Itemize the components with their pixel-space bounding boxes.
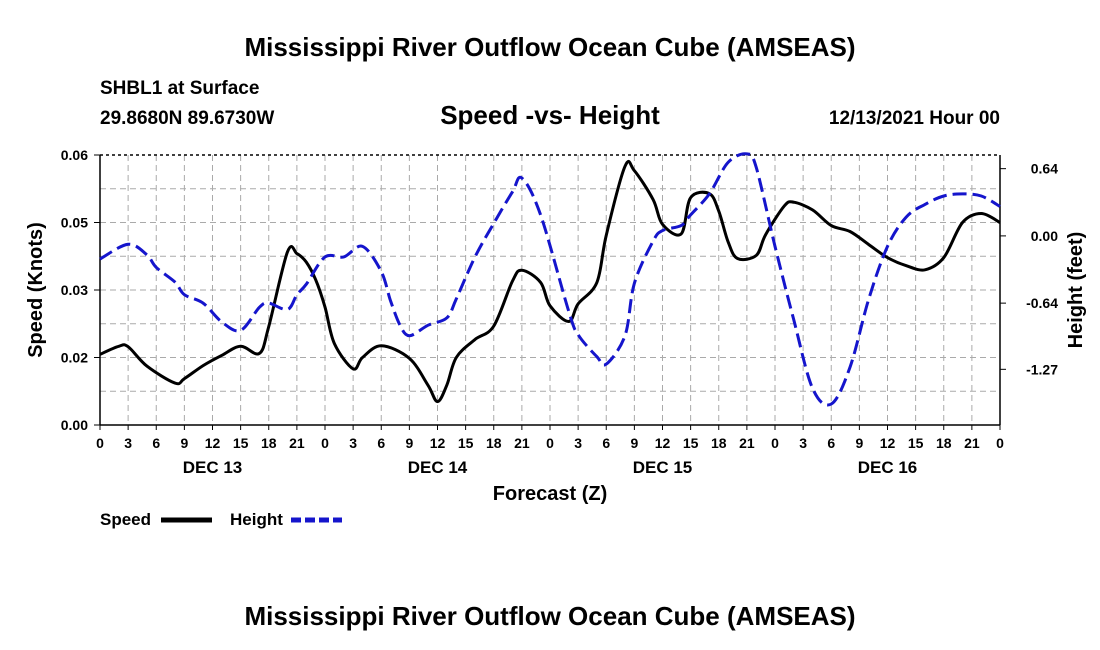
y-axis-left: 0.00 0.02 0.03 0.05 0.06 [61, 147, 100, 433]
y2-tick-label: -0.64 [1026, 295, 1058, 311]
x-tick-label: 9 [855, 435, 863, 451]
x-tick-label: 18 [711, 435, 727, 451]
x-tick-label: 0 [996, 435, 1004, 451]
day-label: DEC 14 [408, 458, 468, 477]
chart-subtitle: Speed -vs- Height [440, 100, 660, 130]
forecast-datetime: 12/13/2021 Hour 00 [829, 108, 1000, 129]
x-tick-label: 6 [377, 435, 385, 451]
x-tick-label: 12 [430, 435, 446, 451]
chart-title: Mississippi River Outflow Ocean Cube (AM… [244, 32, 855, 62]
legend: Speed Height [100, 510, 342, 529]
day-label: DEC 13 [183, 458, 243, 477]
x-tick-label: 3 [574, 435, 582, 451]
x-tick-label: 12 [880, 435, 896, 451]
x-tick-label: 12 [655, 435, 671, 451]
footer-title: Mississippi River Outflow Ocean Cube (AM… [244, 601, 855, 631]
legend-speed-label: Speed [100, 510, 151, 529]
y-tick-label: 0.05 [61, 215, 88, 231]
x-tick-label: 15 [683, 435, 699, 451]
x-tick-label: 18 [486, 435, 502, 451]
x-tick-label: 0 [771, 435, 779, 451]
y-tick-label: 0.06 [61, 147, 88, 163]
legend-height-label: Height [230, 510, 283, 529]
x-tick-label: 6 [827, 435, 835, 451]
x-tick-label: 21 [514, 435, 530, 451]
x-tick-label: 3 [799, 435, 807, 451]
x-tick-label: 3 [124, 435, 132, 451]
y2-axis-label: Height (feet) [1065, 232, 1087, 349]
x-tick-label: 18 [261, 435, 277, 451]
x-tick-label: 6 [152, 435, 160, 451]
x-tick-label: 12 [205, 435, 221, 451]
y2-tick-label: 0.64 [1031, 161, 1058, 177]
y2-tick-label: -1.27 [1026, 361, 1058, 377]
x-tick-label: 0 [546, 435, 554, 451]
x-tick-label: 9 [180, 435, 188, 451]
x-tick-label: 9 [630, 435, 638, 451]
series-group [99, 152, 1001, 407]
y-tick-label: 0.02 [61, 350, 88, 366]
x-axis: 0 3 6 9 12 15 18 21 0 3 6 9 12 15 18 21 0 3 6 9 12 15 18 21 0 3 6 9… [96, 425, 1004, 477]
x-tick-label: 15 [233, 435, 249, 451]
x-tick-label: 18 [936, 435, 952, 451]
x-tick-label: 6 [602, 435, 610, 451]
x-axis-label: Forecast (Z) [493, 483, 607, 505]
day-label: DEC 16 [858, 458, 918, 477]
station-location: 29.8680N 89.6730W [100, 108, 274, 129]
x-tick-label: 21 [739, 435, 755, 451]
x-tick-label: 21 [964, 435, 980, 451]
x-tick-label: 15 [458, 435, 474, 451]
x-tick-label: 3 [349, 435, 357, 451]
x-tick-label: 21 [289, 435, 305, 451]
station-name: SHBL1 at Surface [100, 78, 259, 99]
x-tick-label: 15 [908, 435, 924, 451]
y-tick-label: 0.00 [61, 417, 88, 433]
grid [100, 155, 1000, 425]
x-tick-label: 0 [96, 435, 104, 451]
x-tick-label: 9 [405, 435, 413, 451]
x-tick-label: 0 [321, 435, 329, 451]
day-label: DEC 15 [633, 458, 693, 477]
height-series-line [99, 152, 1001, 407]
y-tick-label: 0.03 [61, 282, 88, 298]
speed-series-line [99, 159, 1001, 404]
y2-tick-label: 0.00 [1031, 228, 1058, 244]
y-axis-label: Speed (Knots) [25, 222, 47, 358]
y-axis-right: 0.64 0.00 -0.64 -1.27 [1000, 161, 1058, 377]
